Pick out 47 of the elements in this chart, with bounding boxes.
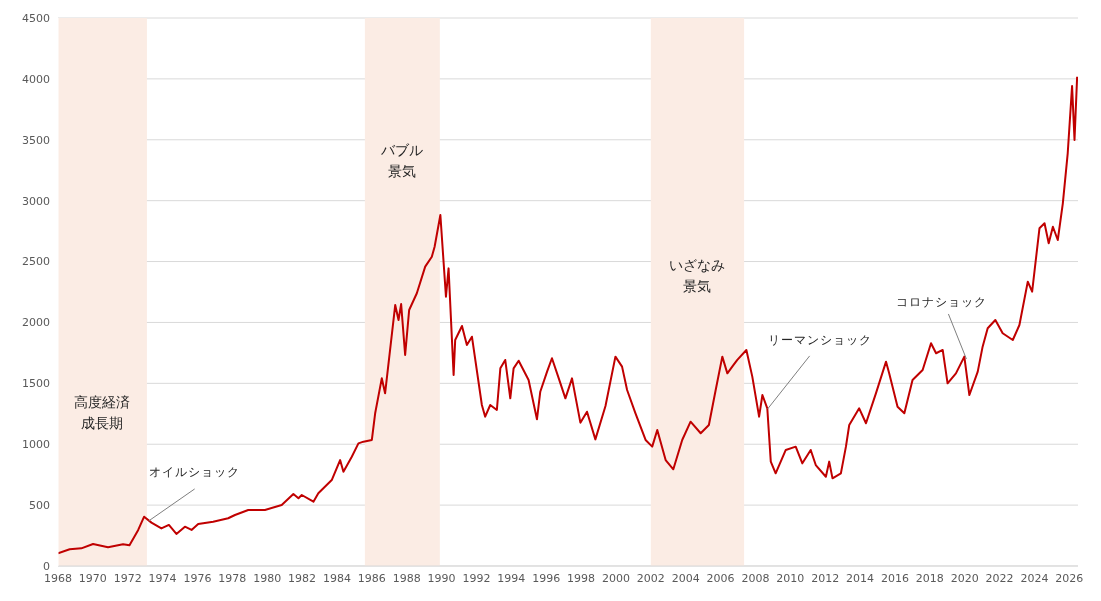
x-tick-label: 2002 — [636, 571, 665, 585]
band-label: バブル景気 — [380, 142, 424, 179]
x-tick-label: 1994 — [497, 571, 526, 585]
annotation: コロナショック — [896, 294, 988, 309]
x-tick-label: 1988 — [392, 571, 421, 585]
x-tick-label: 1984 — [322, 571, 351, 585]
y-tick-label: 1000 — [22, 438, 50, 452]
band-label: 高度経済成長期 — [74, 394, 131, 432]
x-tick-label: 2010 — [776, 571, 805, 585]
x-tick-label: 1990 — [427, 571, 456, 585]
x-tick-label: 1986 — [357, 571, 386, 585]
band-label: いざなみ景気 — [669, 257, 726, 295]
annotation: オイルショック — [148, 464, 240, 479]
y-tick-label: 2000 — [22, 316, 50, 330]
x-tick-label: 1978 — [218, 571, 247, 585]
y-tick-label: 0 — [43, 559, 50, 573]
x-tick-label: 2008 — [741, 571, 770, 585]
x-tick-label: 1996 — [532, 571, 561, 585]
x-tick-label: 2004 — [671, 571, 700, 585]
x-tick-label: 1970 — [78, 571, 107, 585]
y-tick-label: 3500 — [22, 133, 50, 147]
y-tick-label: 2500 — [22, 255, 50, 269]
x-tick-label: 2018 — [915, 571, 944, 585]
x-tick-label: 2000 — [601, 571, 630, 585]
x-tick-label: 2012 — [811, 571, 840, 585]
x-tick-label: 2022 — [985, 571, 1014, 585]
y-tick-label: 1500 — [22, 377, 50, 391]
x-tick-label: 1992 — [462, 571, 491, 585]
y-tick-label: 500 — [29, 499, 50, 513]
x-tick-label: 1998 — [567, 571, 596, 585]
x-tick-label: 2026 — [1055, 571, 1084, 585]
y-tick-label: 4500 — [22, 11, 50, 25]
x-tick-label: 1968 — [44, 571, 72, 585]
y-tick-label: 3000 — [22, 194, 50, 208]
x-tick-label: 2020 — [950, 571, 979, 585]
x-tick-label: 1976 — [183, 571, 212, 585]
x-tick-label: 1974 — [148, 571, 177, 585]
y-tick-label: 4000 — [22, 72, 50, 86]
x-tick-label: 2014 — [846, 571, 875, 585]
x-tick-label: 1980 — [253, 571, 282, 585]
x-tick-label: 2006 — [706, 571, 735, 585]
x-tick-label: 1982 — [288, 571, 317, 585]
x-tick-label: 2016 — [880, 571, 909, 585]
annotation: リーマンショック — [767, 332, 872, 347]
x-tick-label: 2024 — [1020, 571, 1049, 585]
x-tick-label: 1972 — [113, 571, 142, 585]
line-series — [58, 75, 1078, 555]
